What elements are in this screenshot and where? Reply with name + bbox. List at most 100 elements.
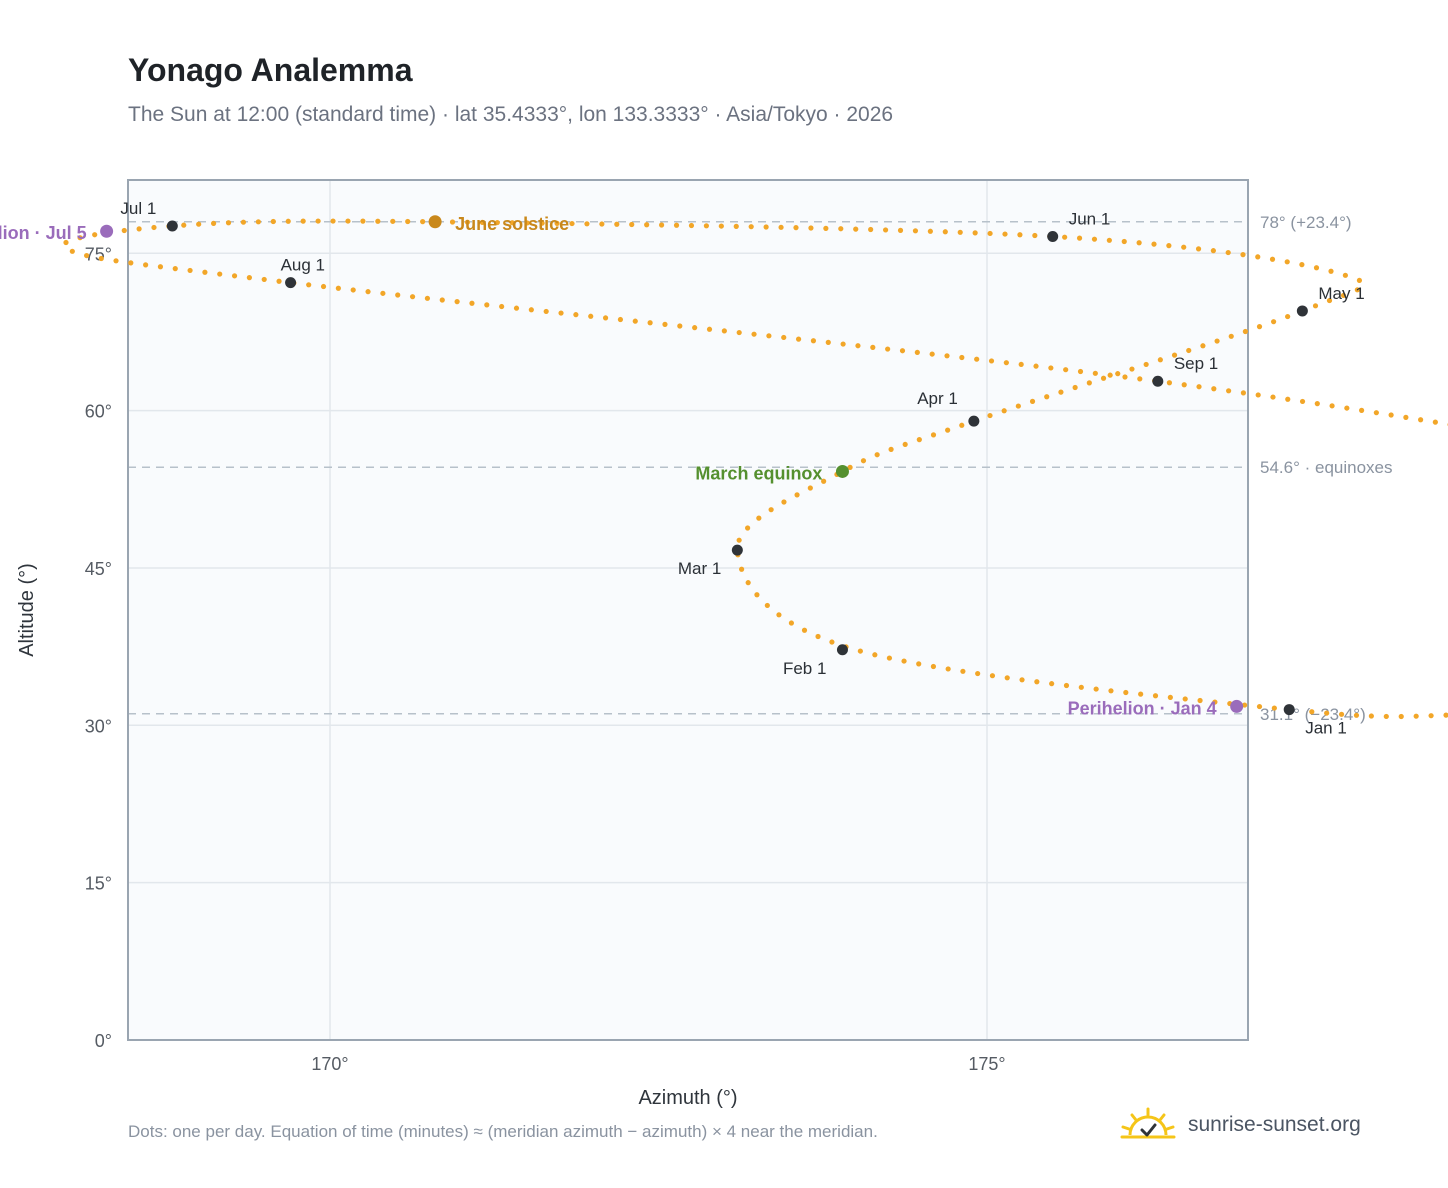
event-label: March equinox	[695, 463, 822, 483]
daily-sun-dot	[1001, 408, 1007, 414]
daily-sun-dot	[196, 221, 202, 227]
daily-sun-dot	[659, 222, 665, 228]
daily-sun-dot	[1015, 403, 1021, 409]
daily-sun-dot	[1122, 374, 1128, 380]
daily-sun-dot	[1151, 241, 1157, 247]
daily-sun-dot	[945, 427, 951, 433]
daily-sun-dot	[1354, 287, 1360, 293]
daily-sun-dot	[151, 224, 157, 231]
daily-sun-dot	[1240, 390, 1247, 396]
daily-sun-dot	[1063, 682, 1070, 689]
daily-sun-dot	[569, 220, 575, 227]
daily-sun-dot	[1072, 384, 1078, 391]
daily-sun-dot	[69, 248, 75, 254]
y-tick-label: 45°	[85, 559, 112, 579]
daily-sun-dot	[1418, 417, 1424, 423]
plot-frame	[127, 179, 1249, 1041]
month-marker	[1283, 704, 1295, 716]
daily-sun-dot	[128, 260, 134, 266]
month-label: Sep 1	[1174, 354, 1218, 373]
daily-sun-dot	[513, 305, 520, 311]
y-tick-label: 75°	[85, 244, 112, 264]
daily-sun-dot	[1196, 384, 1202, 390]
month-label: Jul 1	[120, 199, 156, 218]
daily-sun-dot	[1353, 712, 1360, 718]
daily-sun-dot	[588, 313, 594, 319]
daily-sun-dot	[1108, 688, 1114, 694]
month-label: Aug 1	[281, 256, 325, 275]
daily-sun-dot	[449, 219, 456, 225]
daily-sun-dot	[942, 229, 948, 235]
daily-sun-dot	[225, 220, 232, 226]
daily-sun-dot	[439, 297, 445, 303]
daily-sun-dot	[629, 221, 635, 228]
daily-sun-dot	[902, 441, 908, 448]
daily-sun-dot	[1342, 272, 1348, 278]
daily-sun-dot	[524, 220, 530, 226]
daily-sun-dot	[718, 223, 724, 229]
daily-sun-dot	[143, 262, 149, 268]
daily-sun-dot	[246, 275, 252, 281]
daily-sun-dot	[1403, 414, 1409, 420]
daily-sun-dot	[1398, 713, 1404, 720]
daily-sun-dot	[1138, 691, 1144, 697]
daily-sun-dot	[897, 227, 904, 233]
daily-sun-dot	[335, 285, 341, 291]
daily-sun-dot	[1152, 693, 1159, 699]
daily-sun-dot	[92, 232, 98, 238]
daily-sun-dot	[945, 666, 951, 672]
daily-sun-dot	[63, 239, 69, 246]
daily-sun-dot	[808, 225, 814, 231]
daily-sun-dot	[778, 224, 784, 230]
daily-sun-dot	[959, 422, 965, 428]
daily-sun-dot	[1186, 347, 1192, 354]
month-label: Mar 1	[678, 559, 721, 578]
daily-sun-dot	[1076, 235, 1083, 241]
daily-sun-dot	[454, 299, 460, 305]
daily-sun-dot	[1299, 398, 1306, 405]
daily-sun-dot	[1077, 368, 1084, 375]
brand-link[interactable]: sunrise-sunset.org	[1120, 1100, 1361, 1150]
daily-sun-dot	[975, 670, 981, 677]
daily-sun-dot	[776, 612, 782, 618]
x-axis-title: Azimuth (°)	[638, 1087, 737, 1109]
daily-sun-dot	[1137, 376, 1143, 382]
daily-sun-dot	[499, 303, 505, 310]
daily-sun-dot	[766, 333, 772, 339]
daily-sun-dot	[409, 294, 416, 300]
daily-sun-dot	[484, 302, 490, 308]
daily-sun-dot	[345, 218, 351, 224]
daily-sun-dot	[815, 633, 821, 640]
daily-sun-dot	[703, 223, 710, 229]
daily-sun-dot	[840, 341, 846, 347]
daily-sun-dot	[539, 220, 545, 226]
daily-sun-dot	[157, 264, 164, 270]
daily-sun-dot	[1314, 401, 1320, 407]
daily-sun-dot	[1256, 703, 1263, 710]
daily-sun-dot	[957, 229, 963, 235]
month-marker	[1296, 305, 1308, 317]
y-tick-label: 0°	[95, 1031, 112, 1051]
daily-sun-dot	[1032, 232, 1038, 239]
daily-sun-dot	[1044, 394, 1050, 400]
daily-sun-dot	[1004, 675, 1010, 681]
daily-sun-dot	[300, 218, 306, 224]
daily-sun-dot	[1034, 679, 1040, 685]
daily-sun-dot	[647, 320, 653, 326]
daily-sun-dot	[644, 222, 650, 228]
daily-sun-dot	[1242, 702, 1248, 708]
daily-sun-dot	[1107, 372, 1113, 378]
daily-sun-dot	[662, 321, 668, 327]
daily-sun-dot	[584, 221, 590, 227]
daily-sun-dot	[1167, 694, 1173, 700]
daily-sun-dot	[276, 278, 282, 284]
daily-sun-dot	[405, 218, 411, 225]
daily-sun-dot	[1284, 259, 1290, 265]
daily-sun-dot	[1121, 238, 1127, 245]
daily-sun-dot	[1373, 410, 1379, 416]
daily-sun-dot	[901, 658, 907, 664]
daily-sun-dot	[1002, 231, 1008, 237]
daily-sun-dot	[1106, 237, 1112, 243]
daily-sun-dot	[763, 224, 769, 230]
daily-sun-dot	[1136, 240, 1142, 246]
